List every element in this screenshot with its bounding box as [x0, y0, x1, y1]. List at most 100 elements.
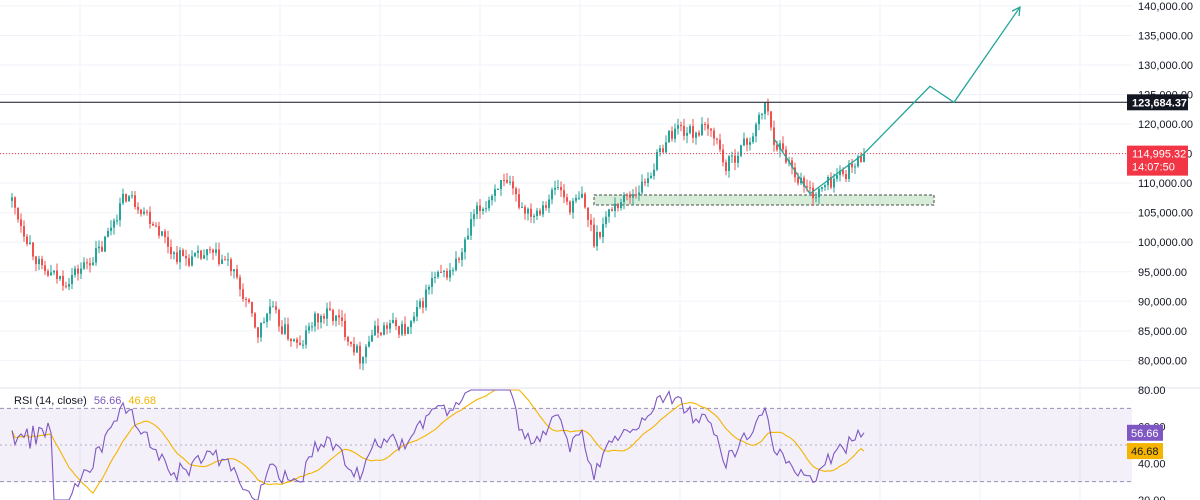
candle-body	[452, 270, 454, 272]
candle	[200, 249, 202, 261]
candle-body	[71, 274, 73, 285]
candle-body	[344, 320, 346, 338]
candle	[221, 254, 223, 265]
candle	[746, 137, 748, 152]
candle-body	[773, 127, 775, 145]
candle	[83, 257, 85, 271]
candle-body	[473, 214, 475, 220]
candle	[134, 190, 136, 210]
candle	[422, 297, 424, 314]
candle-body	[794, 167, 796, 178]
candle	[392, 312, 394, 324]
candle	[851, 158, 853, 173]
candle	[650, 172, 652, 179]
candle-body	[20, 219, 22, 227]
candle-body	[242, 289, 244, 299]
candle-body	[332, 309, 334, 321]
candle-body	[668, 130, 670, 143]
candle	[62, 270, 64, 291]
candle-body	[485, 208, 487, 210]
candle-body	[302, 344, 304, 346]
candle	[227, 252, 229, 266]
candle-body	[281, 326, 283, 334]
candle-body	[14, 197, 16, 208]
candle	[659, 145, 661, 157]
candle	[158, 221, 160, 239]
candle-body	[443, 270, 445, 273]
candle	[401, 320, 403, 337]
candle	[845, 169, 847, 183]
candle-body	[536, 210, 538, 216]
candle	[425, 284, 427, 311]
candle	[608, 208, 610, 223]
rsi-tick-label: 80.00	[1138, 385, 1166, 397]
candle	[86, 258, 88, 270]
candle-body	[482, 209, 484, 212]
candle	[521, 202, 523, 208]
candle	[125, 193, 127, 203]
candle-body	[770, 111, 772, 128]
candle	[782, 136, 784, 154]
candle-body	[194, 252, 196, 257]
candle	[662, 144, 664, 153]
candle	[206, 248, 208, 261]
candle	[563, 184, 565, 204]
candle	[272, 300, 274, 308]
candle-body	[575, 197, 577, 201]
candle	[317, 313, 319, 330]
candle	[323, 313, 325, 324]
candle-body	[458, 258, 460, 260]
candle-body	[179, 250, 181, 263]
rsi-line	[11, 389, 865, 500]
candle	[539, 208, 541, 217]
candle-body	[623, 195, 625, 203]
candle-body	[701, 124, 703, 136]
candle	[53, 270, 55, 275]
candle-body	[845, 174, 847, 180]
candle-body	[305, 330, 307, 345]
candle-body	[224, 259, 226, 261]
candle	[689, 124, 691, 135]
candle-body	[197, 250, 199, 253]
candle-body	[422, 301, 424, 308]
candle-body	[251, 301, 253, 314]
grid	[0, 0, 1132, 500]
candle-body	[26, 236, 28, 245]
candle-body	[839, 170, 841, 176]
candle-body	[599, 231, 601, 237]
candle-body	[350, 341, 352, 344]
candle	[266, 312, 268, 328]
candle-body	[338, 315, 340, 318]
candle-body	[53, 270, 55, 273]
candle	[128, 194, 130, 202]
candle-body	[212, 249, 214, 253]
candle	[449, 262, 451, 282]
candle	[71, 267, 73, 290]
candle	[137, 202, 139, 214]
candle	[500, 179, 502, 196]
candle	[590, 214, 592, 232]
candle-body	[566, 197, 568, 202]
candle-body	[164, 231, 166, 238]
candle-body	[203, 255, 205, 259]
candle-body	[230, 259, 232, 272]
candle	[101, 241, 103, 253]
candle	[68, 278, 70, 291]
candle-body	[524, 206, 526, 214]
candle	[452, 267, 454, 276]
candle-body	[89, 263, 91, 266]
candle	[245, 296, 247, 308]
candle-body	[503, 180, 505, 182]
candle	[653, 163, 655, 180]
candle	[818, 186, 820, 204]
candle	[509, 175, 511, 186]
price-tick-label: 85,000.00	[1138, 326, 1187, 338]
candle	[497, 188, 499, 190]
candle-body	[611, 209, 613, 211]
candle	[722, 144, 724, 167]
candle	[611, 207, 613, 212]
candle	[836, 168, 838, 182]
candle-body	[557, 187, 559, 189]
candle-body	[674, 128, 676, 139]
